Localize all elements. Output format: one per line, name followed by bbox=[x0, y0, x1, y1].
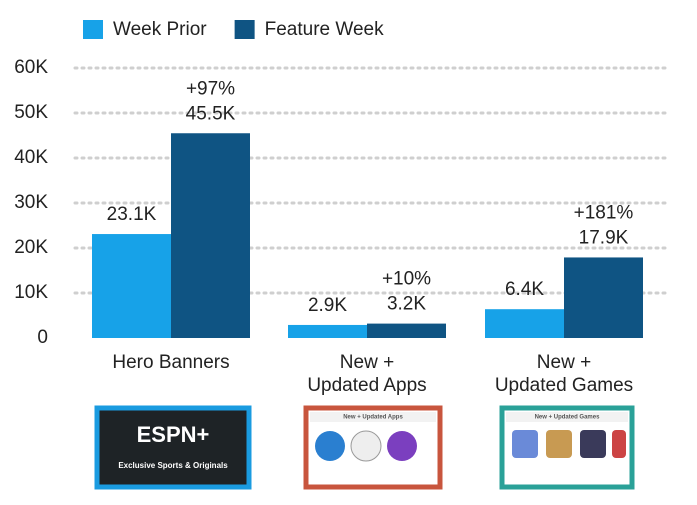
thumbnail-header bbox=[506, 412, 628, 422]
game-icon bbox=[612, 430, 626, 458]
legend-label: Feature Week bbox=[265, 19, 384, 40]
value-label: 45.5K bbox=[186, 103, 236, 124]
x-tick-label: Hero Banners bbox=[112, 352, 229, 373]
bar bbox=[367, 323, 446, 338]
thumbnail-text: New + Updated Apps bbox=[343, 415, 403, 421]
bar bbox=[564, 257, 643, 338]
y-tick-label: 40K bbox=[14, 147, 48, 168]
app-icon bbox=[387, 431, 417, 461]
thumbnail-header bbox=[310, 412, 436, 422]
value-label: 2.9K bbox=[308, 295, 347, 316]
bar bbox=[171, 133, 250, 338]
thumbnail-text: New + Updated Games bbox=[535, 415, 601, 421]
game-icon bbox=[580, 430, 606, 458]
x-tick-label: New + Updated Games bbox=[495, 352, 633, 396]
y-tick-label: 20K bbox=[14, 237, 48, 258]
annotation: +181% bbox=[574, 202, 634, 223]
y-tick-label: 60K bbox=[14, 57, 48, 78]
legend-swatch bbox=[83, 20, 103, 39]
legend-label: Week Prior bbox=[113, 19, 207, 40]
thumbnail-text: ESPN+ bbox=[137, 422, 210, 447]
bar bbox=[288, 324, 367, 338]
thumbnail-text: Exclusive Sports & Originals bbox=[118, 461, 228, 470]
x-tick-label: New + Updated Apps bbox=[307, 352, 426, 396]
legend-swatch bbox=[234, 20, 255, 39]
value-label: 17.9K bbox=[579, 227, 629, 248]
y-tick-label: 0 bbox=[37, 327, 48, 348]
value-label: 23.1K bbox=[107, 204, 157, 225]
y-tick-label: 10K bbox=[14, 282, 48, 303]
y-tick-label: 30K bbox=[14, 192, 48, 213]
game-icon bbox=[512, 430, 538, 458]
value-label: 6.4K bbox=[505, 279, 544, 300]
app-icon bbox=[315, 431, 345, 461]
bar bbox=[92, 234, 171, 338]
annotation: +97% bbox=[186, 78, 235, 99]
value-label: 3.2K bbox=[387, 294, 426, 315]
game-icon bbox=[546, 430, 572, 458]
annotation: +10% bbox=[382, 269, 431, 290]
app-icon bbox=[350, 430, 382, 462]
bar bbox=[485, 309, 564, 338]
thumbnail-hero bbox=[94, 405, 252, 490]
y-tick-label: 50K bbox=[14, 102, 48, 123]
